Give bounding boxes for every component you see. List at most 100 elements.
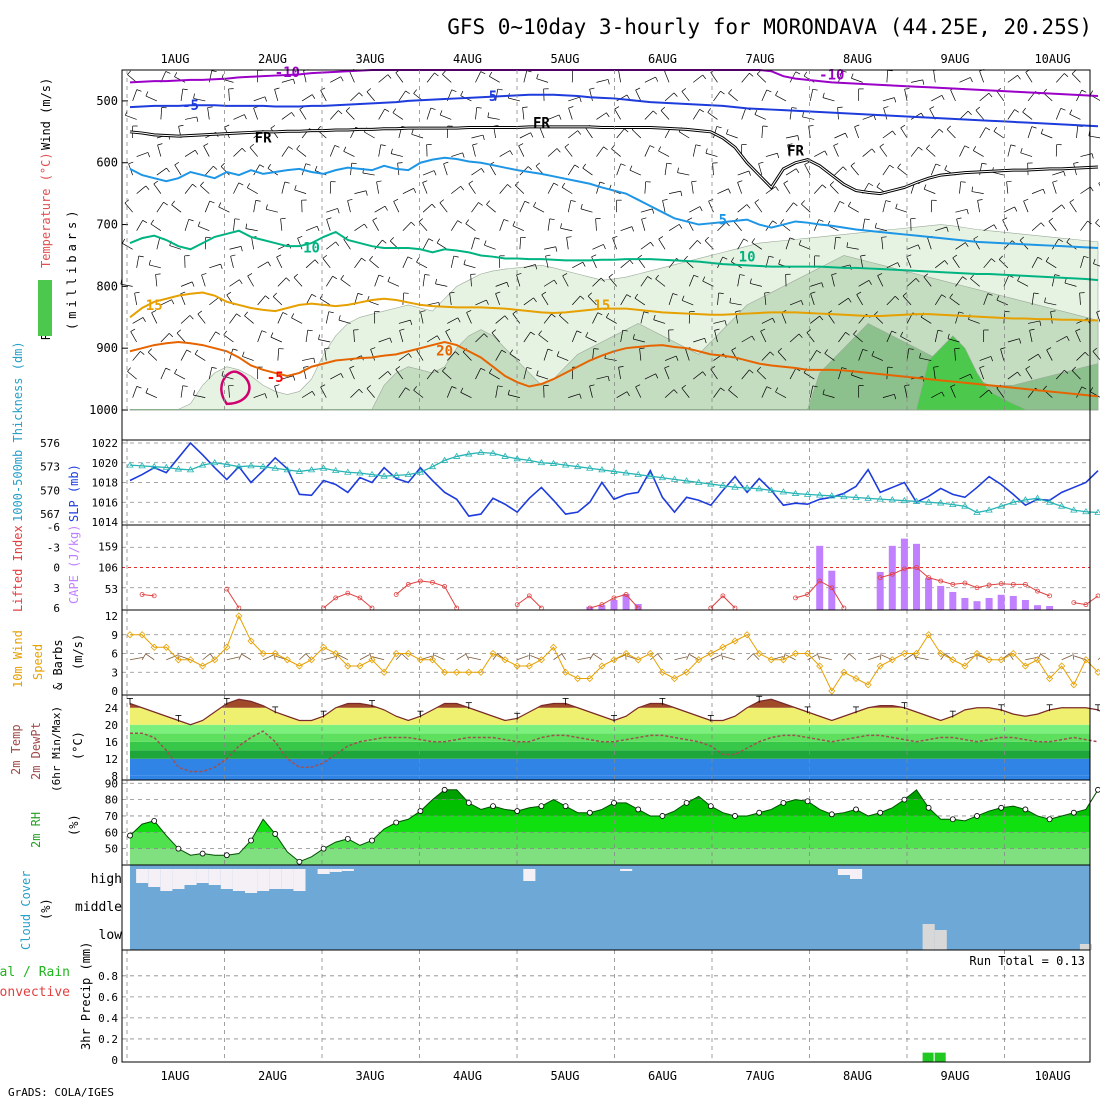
li-point	[224, 586, 230, 592]
thickness-point	[331, 466, 340, 474]
wind-barb-flag	[783, 180, 789, 184]
ylabel-temperature: Temperature (°C)	[39, 152, 53, 268]
wind-barb	[378, 108, 385, 120]
wind-speed-point	[392, 649, 400, 658]
wind-barb	[906, 256, 912, 268]
wind-barb-flag	[856, 291, 862, 295]
wind-barb-flag	[265, 295, 270, 300]
thickness-point	[912, 497, 921, 504]
wind-barb-flag	[851, 73, 854, 79]
wind-barb-flag	[442, 367, 446, 372]
wind-speed-point	[828, 687, 836, 695]
wind-speed-point	[271, 649, 279, 658]
wind-barb	[120, 283, 133, 287]
wind-barb	[973, 150, 984, 157]
wind-speed-point	[622, 649, 630, 658]
wind-barb	[668, 224, 680, 232]
wind-barb	[785, 168, 797, 176]
wind-barb-flag	[506, 282, 509, 288]
wind-barb	[508, 97, 520, 102]
rh-point	[949, 816, 956, 823]
wind-barb	[508, 394, 520, 398]
wind-barb-flag	[746, 204, 751, 209]
wind-barb-flag	[673, 389, 678, 394]
wind-10m-barb	[915, 656, 929, 661]
wind-speed-point	[368, 656, 376, 664]
wind-barb-flag	[259, 164, 265, 168]
wind-barb	[877, 275, 884, 287]
wind-barb-flag	[240, 246, 243, 252]
wind-barb-flag	[439, 199, 445, 204]
wind-barb	[499, 219, 505, 231]
wind-barb	[854, 126, 859, 139]
thickness-point	[247, 462, 255, 469]
wind-barb-flag	[264, 393, 267, 399]
wind-barb	[266, 208, 278, 213]
wind-10m-barb	[1074, 655, 1087, 661]
slp-tick-label: 1018	[92, 477, 119, 490]
wind-barb	[946, 129, 956, 139]
date-label-bottom: 7AUG	[746, 1069, 775, 1083]
wind-barb	[620, 259, 631, 269]
wind-barb-flag	[560, 223, 562, 229]
wind-barb	[587, 296, 597, 306]
wind-barb-flag	[1050, 310, 1056, 312]
wind-barb	[904, 89, 908, 101]
li-tick-label: -3	[47, 541, 60, 554]
wind-10m-barb	[1061, 654, 1073, 661]
wind-barb-flag	[751, 335, 755, 341]
wind-barb	[862, 115, 875, 120]
cloud-row-label: low	[99, 928, 123, 943]
wind-barb	[1071, 370, 1081, 380]
rh-point	[223, 852, 230, 859]
wind-speed-point	[501, 656, 509, 664]
cape-bar	[876, 571, 884, 610]
date-label-top: 9AUG	[941, 52, 970, 66]
wind-barb-flag	[775, 387, 779, 393]
wind-barb	[1025, 72, 1033, 83]
wind-10m-barb	[752, 653, 760, 661]
wind-barb-flag	[960, 181, 966, 183]
wind-barb	[959, 145, 966, 157]
rh-point	[901, 796, 908, 803]
wind-barb-flag	[1075, 328, 1081, 332]
date-label-top: 8AUG	[843, 52, 872, 66]
wind-speed-point	[574, 674, 582, 683]
wind-barb	[330, 110, 339, 120]
wind-barb	[959, 110, 969, 120]
wind-barb	[761, 317, 773, 324]
wind-barb	[156, 202, 164, 213]
wind-barb-flag	[174, 368, 178, 374]
wind-barb	[301, 390, 313, 398]
wind-speed-point	[816, 662, 824, 670]
isotherm-label: 15	[593, 298, 610, 314]
wind-barb	[714, 330, 718, 343]
wind-10m-barb	[434, 654, 445, 661]
wind-speed-line	[130, 614, 1099, 693]
ylabel-speed: Speed	[31, 644, 45, 680]
wind-barb-flag	[1066, 237, 1070, 243]
wind-speed-point	[695, 656, 703, 664]
wind-barb	[681, 387, 690, 398]
wind-barb	[955, 208, 968, 213]
wind-barb-flag	[970, 77, 973, 83]
wind-barb	[194, 353, 206, 361]
wind-barb	[399, 330, 404, 343]
wind-barb	[568, 130, 578, 139]
wind-barb-flag	[950, 384, 956, 387]
wind-barb	[829, 184, 839, 194]
li-line	[323, 592, 373, 609]
rh-point	[974, 813, 980, 819]
wind-barb-flag	[422, 180, 428, 183]
wind-barb	[620, 226, 633, 232]
wind-barb-flag	[361, 257, 366, 262]
thickness-point	[319, 464, 328, 471]
date-label-bottom: 3AUG	[356, 1069, 385, 1083]
wind-barb-flag	[487, 112, 490, 118]
wind-barb	[777, 351, 787, 361]
wind-barb	[850, 165, 859, 176]
wind-barb-flag	[457, 317, 461, 323]
ylabel-minmax: (6hr Min/Max)	[50, 706, 63, 792]
wind-barb-flag	[387, 276, 391, 282]
wind-barb-flag	[791, 107, 797, 109]
